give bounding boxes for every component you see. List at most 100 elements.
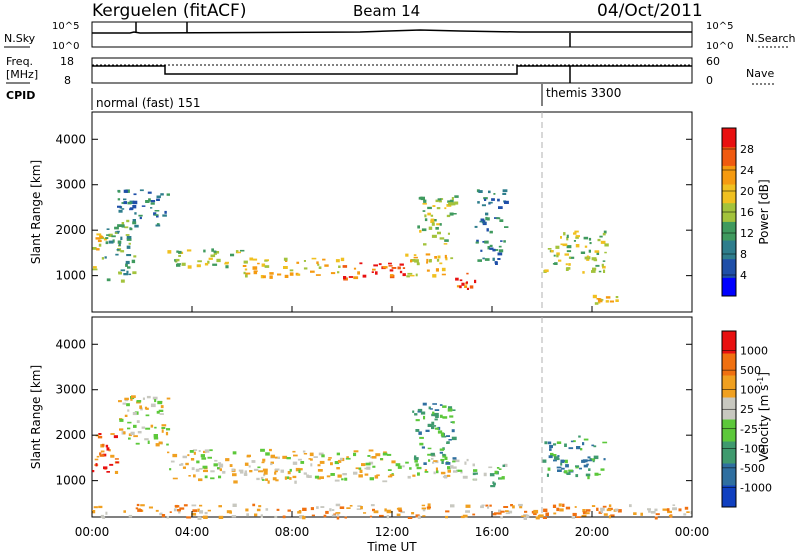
velocity-echo-cell: [431, 457, 434, 460]
velocity-echo-cell: [155, 509, 159, 512]
power-echo-cell: [504, 226, 509, 228]
velocity-echo-cell: [655, 513, 660, 516]
velocity-echo-cell: [262, 468, 268, 472]
velocity-echo-region: [92, 433, 120, 474]
velocity-echo-cell: [587, 459, 592, 462]
velocity-echo-cell: [666, 508, 670, 512]
velocity-echo-cell: [100, 450, 105, 453]
velocity-echo-cell: [414, 455, 417, 459]
power-echo-cell: [604, 243, 609, 247]
power-echo-cell: [397, 266, 401, 270]
velocity-echo-cell: [262, 458, 266, 462]
velocity-echo-cell: [553, 459, 557, 462]
velocity-echo-cell: [415, 514, 420, 518]
velocity-echo-cell: [435, 467, 438, 471]
power-echo-cell: [92, 268, 98, 271]
velocity-echo-cell: [336, 452, 340, 456]
velocity-echo-cell: [210, 470, 215, 473]
velocity-echo-cell: [232, 451, 237, 455]
power-echo-cell: [440, 198, 444, 200]
power-colorbar-tick-label: 16: [740, 206, 754, 219]
velocity-echo-cell: [193, 474, 196, 478]
velocity-y-ticks: 4000 3000 2000 1000: [55, 337, 692, 488]
power-echo-cell: [586, 255, 589, 258]
velocity-echo-cell: [590, 458, 596, 461]
velocity-echo-cell: [317, 469, 323, 472]
power-echo-cell: [155, 224, 161, 227]
velocity-echo-cell: [233, 480, 238, 484]
velocity-echo-cell: [219, 464, 224, 468]
power-echo-cell: [252, 266, 258, 270]
power-echo-cell: [289, 269, 294, 272]
power-echo-region: [92, 233, 108, 271]
velocity-echo-cell: [140, 504, 145, 507]
power-echo-cell: [178, 250, 182, 254]
velocity-echo-cell: [420, 411, 426, 415]
velocity-echo-cell: [576, 446, 581, 450]
velocity-echo-cell: [114, 470, 119, 474]
velocity-echo-cell: [387, 453, 392, 456]
power-echo-cell: [121, 224, 125, 228]
velocity-echo-cell: [499, 477, 503, 480]
power-echo-cell: [495, 261, 498, 265]
velocity-echo-cell: [203, 450, 207, 454]
velocity-echo-cell: [411, 512, 415, 515]
power-echo-cell: [118, 209, 123, 213]
velocity-echo-cell: [442, 454, 447, 458]
power-echo-region: [342, 262, 406, 281]
time-tick-label: 16:00: [475, 525, 510, 539]
velocity-echo-cell: [581, 514, 587, 517]
velocity-echo-cell: [533, 512, 537, 516]
velocity-echo-cell: [668, 515, 673, 517]
power-echo-cell: [181, 262, 186, 266]
power-echo-cell: [603, 269, 606, 273]
power-echo-cell: [566, 234, 569, 238]
velocity-echo-cell: [274, 471, 277, 475]
velocity-echo-cell: [654, 508, 658, 512]
velocity-echo-cell: [493, 482, 496, 486]
velocity-echo-cell: [108, 449, 111, 452]
velocity-echo-cell: [180, 463, 184, 466]
power-echo-cell: [421, 228, 427, 232]
velocity-echo-cell: [452, 457, 457, 460]
velocity-echo-cell: [421, 446, 425, 449]
velocity-echo-cell: [161, 514, 166, 518]
velocity-echo-cell: [384, 508, 387, 512]
velocity-echo-cell: [353, 450, 359, 453]
cpid-row: CPID normal (fast) 151 themis 3300: [6, 84, 621, 110]
velocity-echo-cell: [245, 508, 249, 512]
power-echo-region: [474, 189, 509, 265]
velocity-echo-cell: [133, 435, 138, 438]
power-echo-cell: [399, 270, 403, 274]
velocity-echo-cell: [141, 426, 146, 429]
power-echo-cell: [174, 260, 178, 263]
velocity-echo-cell: [140, 407, 143, 411]
velocity-echo-cell: [172, 477, 178, 480]
velocity-echo-cell: [431, 454, 436, 457]
velocity-echo-cell: [274, 468, 280, 471]
power-echo-cell: [433, 219, 437, 222]
velocity-echo-cell: [210, 477, 215, 480]
power-echo-cell: [498, 249, 504, 253]
power-echo-cell: [338, 265, 341, 268]
power-echo-cell: [591, 257, 597, 261]
power-echo-cell: [114, 226, 119, 230]
velocity-echo-cell: [573, 440, 576, 443]
power-echo-cell: [443, 243, 448, 245]
time-tick-label: 20:00: [575, 525, 610, 539]
power-echo-cell: [604, 251, 607, 254]
power-colorbar-swatch: [722, 165, 736, 185]
velocity-echo-cell: [311, 514, 315, 517]
power-echo-cell: [121, 202, 124, 204]
velocity-echo-cell: [341, 478, 344, 481]
velocity-echo-cell: [185, 462, 189, 466]
power-echo-cell: [128, 273, 132, 276]
velocity-echo-cell: [142, 397, 145, 400]
power-echo-cell: [436, 258, 440, 262]
velocity-echo-cell: [445, 510, 450, 513]
velocity-echo-cell: [566, 472, 571, 475]
cpid-mode-themis: themis 3300: [546, 86, 621, 100]
power-echo-cell: [430, 218, 435, 222]
power-echo-cell: [116, 249, 120, 251]
power-echo-cell: [296, 261, 300, 264]
